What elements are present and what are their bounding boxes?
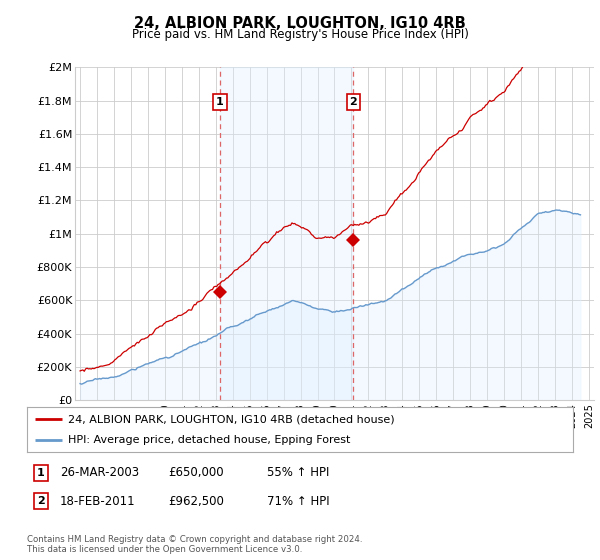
Text: HPI: Average price, detached house, Epping Forest: HPI: Average price, detached house, Eppi… [68, 435, 350, 445]
Text: 18-FEB-2011: 18-FEB-2011 [60, 494, 136, 508]
Text: 2: 2 [350, 97, 358, 107]
Text: 1: 1 [216, 97, 224, 107]
Text: 24, ALBION PARK, LOUGHTON, IG10 4RB: 24, ALBION PARK, LOUGHTON, IG10 4RB [134, 16, 466, 31]
Text: 55% ↑ HPI: 55% ↑ HPI [267, 466, 329, 479]
Text: 24, ALBION PARK, LOUGHTON, IG10 4RB (detached house): 24, ALBION PARK, LOUGHTON, IG10 4RB (det… [68, 414, 395, 424]
Text: Contains HM Land Registry data © Crown copyright and database right 2024.
This d: Contains HM Land Registry data © Crown c… [27, 535, 362, 554]
Text: £650,000: £650,000 [168, 466, 224, 479]
Text: 71% ↑ HPI: 71% ↑ HPI [267, 494, 329, 508]
Bar [220, 67, 353, 400]
Text: Price paid vs. HM Land Registry's House Price Index (HPI): Price paid vs. HM Land Registry's House … [131, 28, 469, 41]
Text: £962,500: £962,500 [168, 494, 224, 508]
Text: 2: 2 [37, 496, 44, 506]
Text: 1: 1 [37, 468, 44, 478]
Text: 26-MAR-2003: 26-MAR-2003 [60, 466, 139, 479]
